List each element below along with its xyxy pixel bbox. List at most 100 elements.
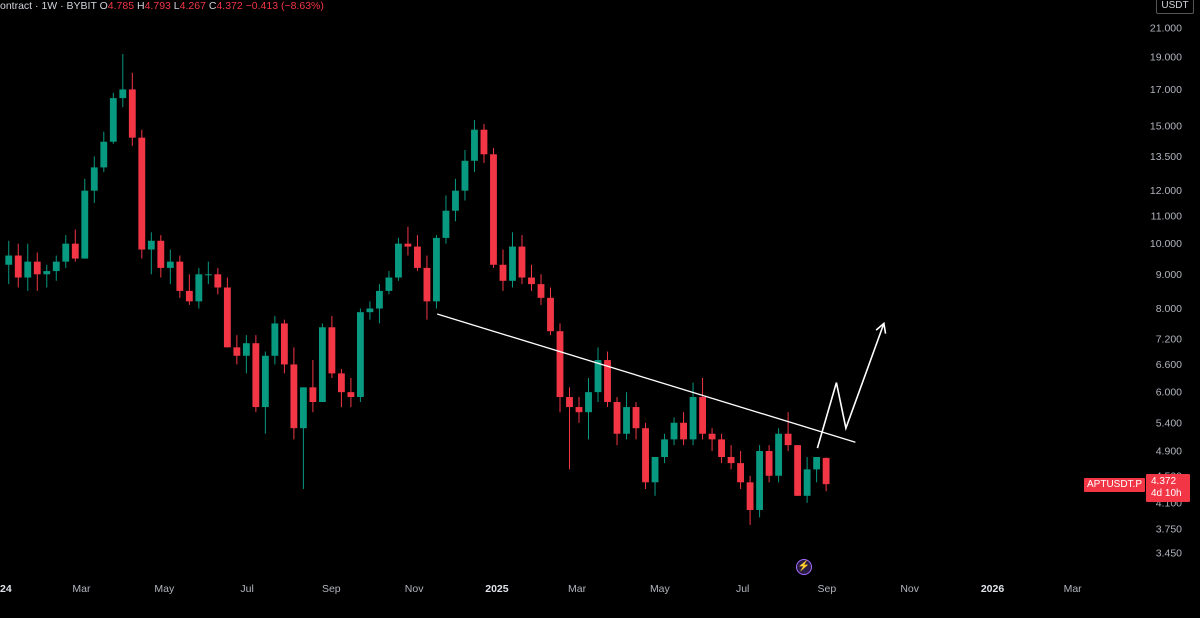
candle[interactable] — [585, 377, 592, 440]
candle[interactable] — [661, 433, 668, 464]
candle[interactable] — [651, 457, 659, 496]
candle[interactable] — [299, 387, 307, 489]
candle[interactable] — [223, 277, 231, 348]
candle[interactable] — [185, 274, 193, 305]
candle[interactable] — [528, 264, 535, 291]
candle[interactable] — [737, 451, 745, 489]
candle[interactable] — [499, 249, 507, 291]
candle[interactable] — [71, 229, 79, 262]
candle[interactable] — [746, 475, 754, 525]
candle-body — [537, 284, 545, 298]
candle[interactable] — [271, 315, 279, 365]
candle[interactable] — [680, 412, 687, 446]
candle[interactable] — [252, 335, 260, 413]
candle[interactable] — [119, 54, 127, 108]
candle[interactable] — [214, 267, 222, 295]
candle[interactable] — [756, 445, 764, 518]
candle[interactable] — [414, 235, 421, 272]
candle[interactable] — [5, 240, 13, 285]
candle[interactable] — [613, 397, 621, 446]
candle[interactable] — [718, 433, 725, 464]
candle[interactable] — [642, 422, 649, 489]
candle-body — [718, 439, 725, 458]
candle[interactable] — [176, 255, 184, 298]
candle[interactable] — [822, 457, 830, 492]
candle[interactable] — [604, 351, 611, 408]
candle[interactable] — [547, 287, 554, 336]
candle[interactable] — [328, 315, 336, 378]
candle[interactable] — [366, 301, 374, 320]
candle[interactable] — [433, 235, 440, 309]
candle[interactable] — [81, 178, 89, 259]
candle[interactable] — [14, 243, 22, 288]
candle[interactable] — [518, 235, 526, 285]
candle[interactable] — [461, 150, 469, 201]
candle[interactable] — [623, 392, 630, 440]
candle[interactable] — [100, 131, 108, 172]
candle[interactable] — [62, 235, 70, 268]
candle[interactable] — [490, 147, 497, 268]
candle[interactable] — [480, 123, 488, 163]
candle[interactable] — [509, 232, 516, 288]
lightning-bolt-icon[interactable]: ⚡ — [796, 559, 812, 575]
candle[interactable] — [395, 237, 402, 281]
candle-body — [90, 167, 98, 191]
candle[interactable] — [157, 235, 165, 278]
candle[interactable] — [233, 335, 241, 365]
candle[interactable] — [90, 156, 98, 204]
candle[interactable] — [261, 351, 269, 434]
candle[interactable] — [24, 243, 32, 291]
candle[interactable] — [775, 428, 783, 483]
candle[interactable] — [290, 347, 298, 440]
candle[interactable] — [784, 412, 792, 452]
trend-line[interactable] — [437, 313, 856, 443]
candle[interactable] — [708, 428, 716, 452]
candle[interactable] — [452, 178, 459, 222]
candle[interactable] — [385, 271, 393, 295]
price-tick-label: 6.000 — [1156, 387, 1182, 399]
candle[interactable] — [423, 255, 431, 320]
price-unit-button[interactable]: USDT — [1156, 0, 1194, 14]
candle[interactable] — [632, 401, 640, 440]
candle[interactable] — [337, 368, 345, 408]
candle[interactable] — [727, 445, 735, 470]
candle[interactable] — [803, 457, 811, 503]
candle[interactable] — [52, 255, 60, 281]
candle[interactable] — [318, 323, 326, 402]
candle[interactable] — [43, 264, 51, 288]
time-tick-label: Nov — [900, 583, 919, 595]
candle[interactable] — [404, 226, 412, 256]
candle[interactable] — [109, 92, 117, 144]
candle[interactable] — [147, 232, 155, 275]
candle[interactable] — [33, 252, 41, 291]
legend-interval[interactable]: 1W — [41, 0, 58, 12]
candle[interactable] — [575, 397, 583, 423]
candle[interactable] — [670, 417, 678, 446]
candle[interactable] — [166, 249, 174, 285]
candle[interactable] — [813, 457, 821, 483]
candle[interactable] — [471, 120, 478, 172]
candle[interactable] — [556, 323, 564, 413]
candle[interactable] — [375, 284, 383, 324]
candle[interactable] — [128, 72, 136, 146]
projection-arrow[interactable] — [816, 321, 887, 449]
candle[interactable] — [699, 377, 706, 440]
candle[interactable] — [566, 387, 573, 470]
candle[interactable] — [242, 335, 250, 374]
candle[interactable] — [347, 377, 355, 408]
candle[interactable] — [537, 274, 545, 305]
candle[interactable] — [442, 195, 450, 244]
candle[interactable] — [309, 360, 317, 413]
candle[interactable] — [195, 267, 203, 309]
candle[interactable] — [765, 445, 773, 483]
candle-body — [195, 274, 203, 302]
legend-exchange: BYBIT — [66, 0, 97, 12]
candle[interactable] — [356, 308, 364, 402]
candle[interactable] — [280, 319, 288, 374]
candle[interactable] — [794, 445, 802, 496]
candle[interactable] — [204, 261, 212, 285]
candle[interactable] — [594, 347, 602, 402]
candle-body — [185, 290, 193, 302]
candle[interactable] — [138, 129, 146, 259]
